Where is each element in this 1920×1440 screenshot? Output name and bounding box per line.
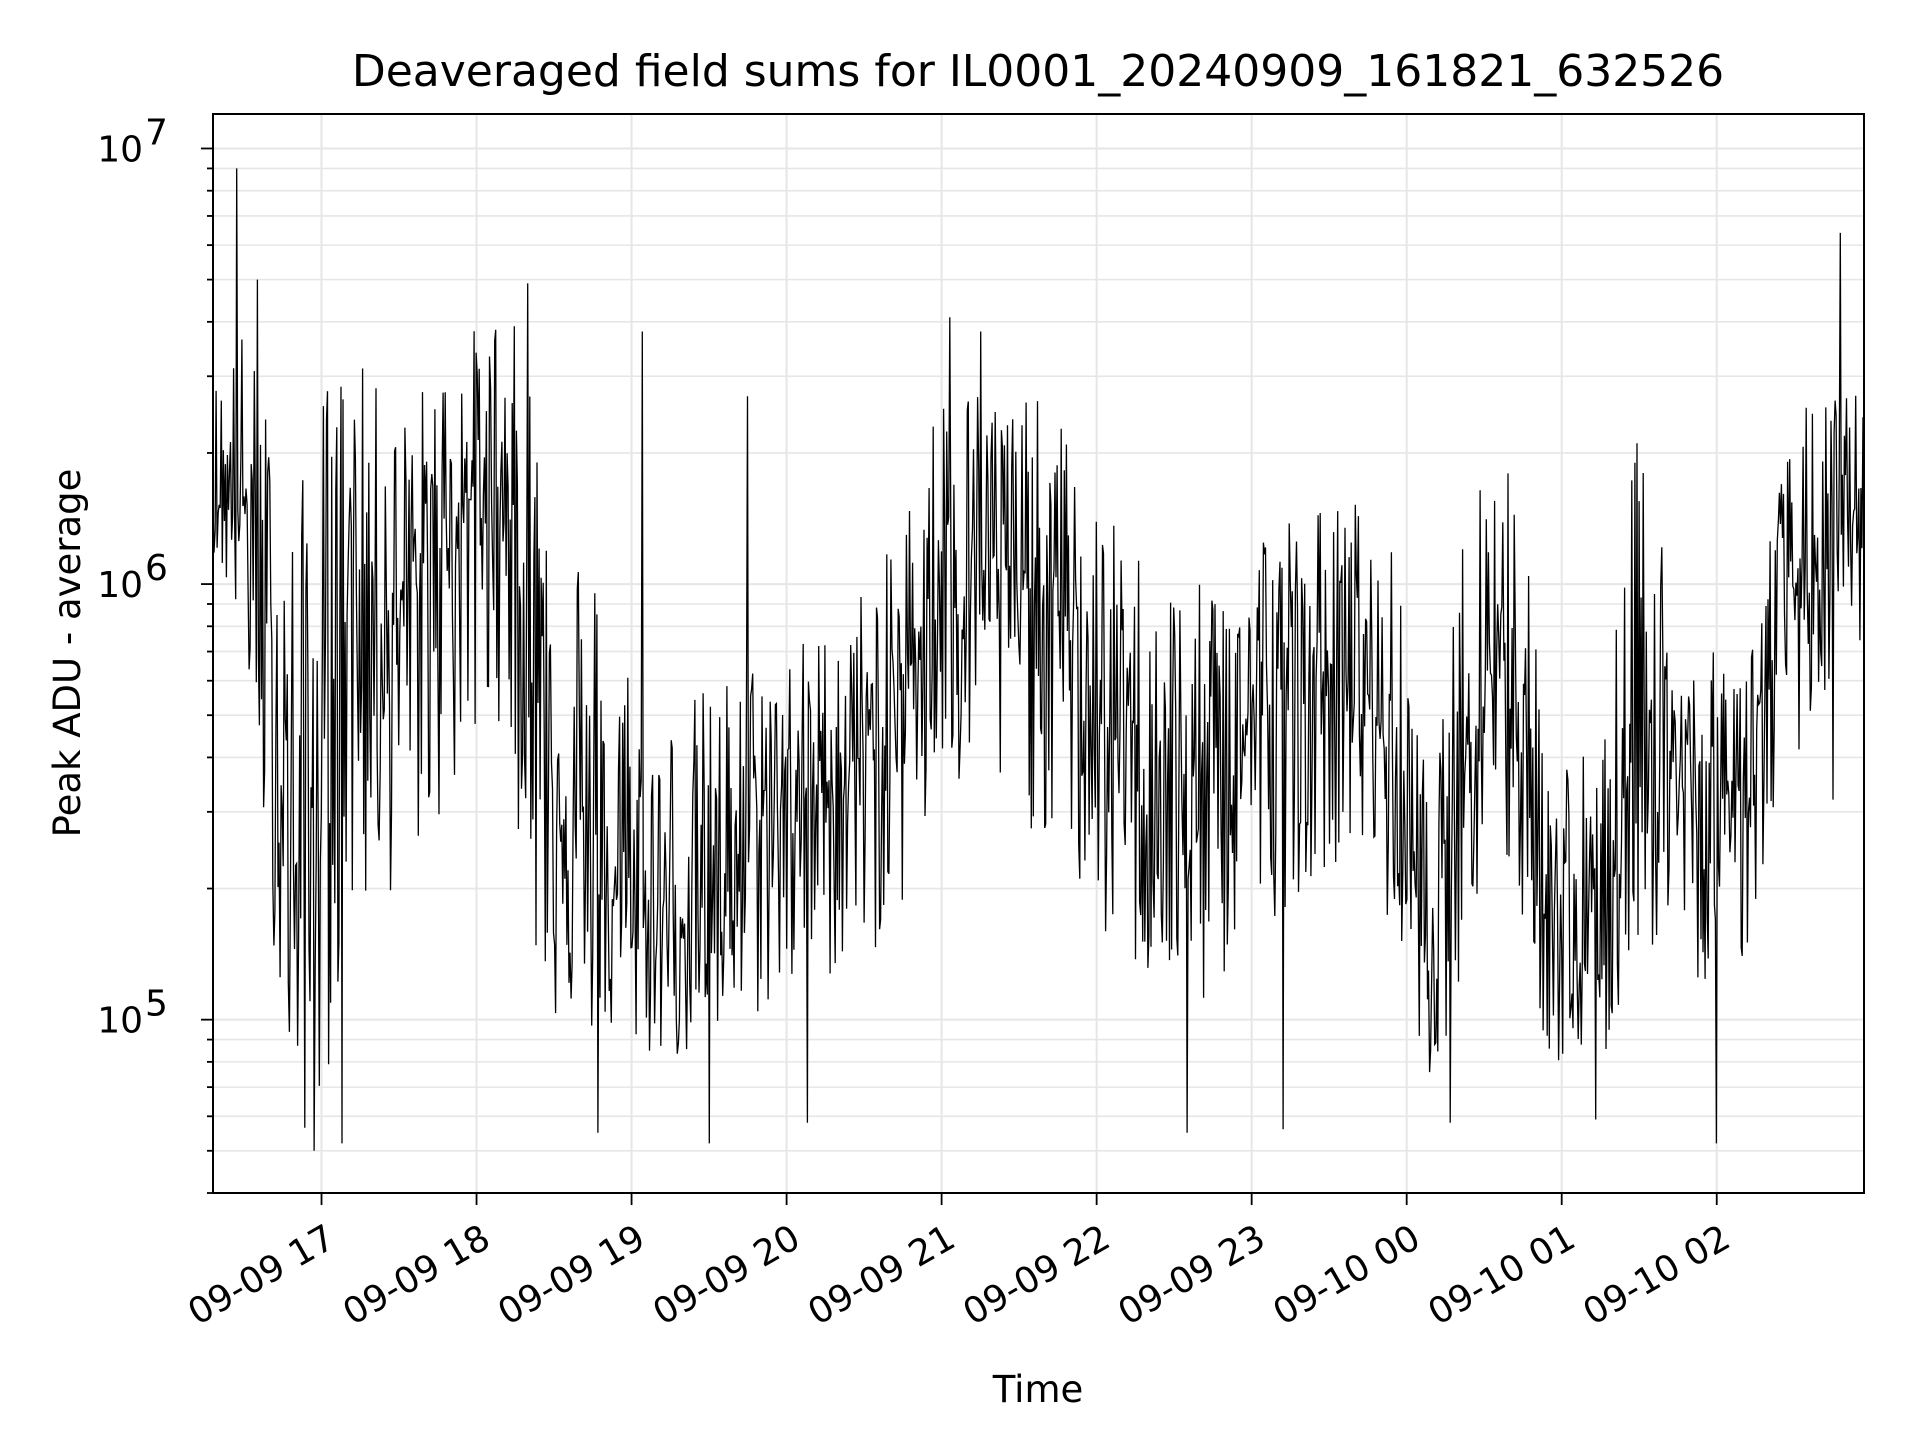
y-tick-exponent: 5 [145,984,168,1025]
x-axis-label: Time [992,1368,1084,1411]
chart-title: Deaveraged field sums for IL0001_2024090… [352,46,1724,97]
y-tick-exponent: 7 [145,112,168,153]
series-line [212,168,1865,1151]
y-tick-label: 10 [97,1001,143,1042]
series-path [212,168,1865,1151]
y-tick-exponent: 6 [145,548,168,589]
y-axis-label: Peak ADU - average [46,469,89,838]
y-tick-label: 10 [97,129,143,170]
y-tick-label: 10 [97,565,143,606]
plot-frame [212,113,1865,1194]
